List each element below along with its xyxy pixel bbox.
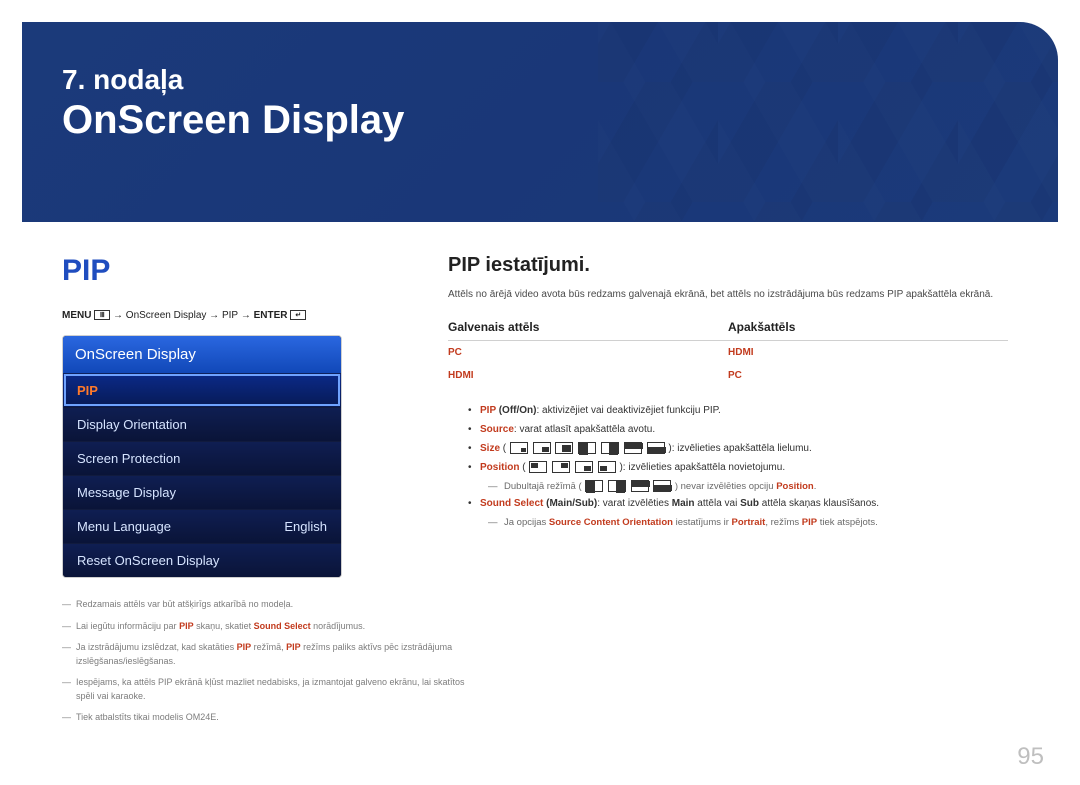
size-icon bbox=[585, 480, 603, 492]
position-icon bbox=[552, 461, 570, 473]
table-cell: HDMI bbox=[728, 347, 1008, 358]
size-icon bbox=[653, 480, 671, 492]
table-row: PC HDMI bbox=[448, 341, 1008, 364]
pip-settings-title: PIP iestatījumi. bbox=[448, 254, 1040, 277]
source-table: Galvenais attēls Apakšattēls PC HDMI HDM… bbox=[448, 320, 1008, 387]
footnote: Iespējams, ka attēls PIP ekrānā kļūst ma… bbox=[62, 676, 482, 703]
sub-note: Dubultajā režīmā ( ) nevar izvēlēties op… bbox=[480, 479, 1040, 494]
osd-item-label: Menu Language bbox=[77, 519, 171, 534]
chapter-hero: 7. nodaļa OnScreen Display bbox=[22, 22, 1058, 222]
footnote: Redzamais attēls var būt atšķirīgs atkar… bbox=[62, 598, 482, 612]
table-cell: HDMI bbox=[448, 370, 728, 381]
osd-item-message-display[interactable]: Message Display bbox=[63, 475, 341, 509]
osd-item-label: Message Display bbox=[77, 485, 176, 500]
size-icon bbox=[624, 442, 642, 454]
setting-item: Sound Select (Main/Sub): varat izvēlētie… bbox=[468, 494, 1040, 530]
menu-path-seg: OnScreen Display bbox=[126, 310, 207, 321]
menu-icon: Ⅲ bbox=[94, 310, 110, 320]
arrow: → bbox=[209, 310, 222, 321]
footnote: Lai iegūtu informāciju par PIP skaņu, sk… bbox=[62, 620, 482, 634]
osd-item-value: English bbox=[284, 519, 327, 534]
size-icon bbox=[631, 480, 649, 492]
setting-item: Size ( ): izvēlieties apakšattēla lielum… bbox=[468, 439, 1040, 458]
size-icon bbox=[555, 442, 573, 454]
table-cell: PC bbox=[728, 370, 1008, 381]
osd-item-label: Display Orientation bbox=[77, 417, 187, 432]
footnotes: Redzamais attēls var būt atšķirīgs atkar… bbox=[62, 598, 482, 725]
size-icon bbox=[601, 442, 619, 454]
size-icon bbox=[510, 442, 528, 454]
osd-item-label: PIP bbox=[77, 383, 98, 398]
size-icon bbox=[533, 442, 551, 454]
osd-item-screen-protection[interactable]: Screen Protection bbox=[63, 441, 341, 475]
table-row: HDMI PC bbox=[448, 364, 1008, 387]
osd-item-label: Reset OnScreen Display bbox=[77, 553, 219, 568]
chapter-number: 7. nodaļa bbox=[62, 64, 1058, 96]
position-icon bbox=[575, 461, 593, 473]
footnote: Tiek atbalstīts tikai modelis OM24E. bbox=[62, 711, 482, 725]
arrow: → bbox=[241, 310, 254, 321]
position-icon bbox=[598, 461, 616, 473]
menu-path-seg: ENTER bbox=[254, 310, 288, 321]
settings-list: PIP (Off/On): aktivizējiet vai deaktiviz… bbox=[448, 401, 1040, 530]
menu-path-prefix: MENU bbox=[62, 310, 94, 321]
menu-path: MENU Ⅲ → OnScreen Display → PIP → ENTER … bbox=[62, 310, 422, 321]
setting-item: Position ( ): izvēlieties apakšattēla no… bbox=[468, 458, 1040, 494]
size-icon bbox=[647, 442, 665, 454]
enter-icon: ↵ bbox=[290, 310, 306, 320]
setting-item: Source: varat atlasīt apakšattēla avotu. bbox=[468, 420, 1040, 439]
osd-item-reset[interactable]: Reset OnScreen Display bbox=[63, 543, 341, 577]
osd-item-label: Screen Protection bbox=[77, 451, 180, 466]
table-cell: PC bbox=[448, 347, 728, 358]
osd-menu: OnScreen Display PIP Display Orientation… bbox=[62, 335, 342, 578]
page-number: 95 bbox=[1017, 743, 1044, 771]
footnote: Ja izstrādājumu izslēdzat, kad skatāties… bbox=[62, 641, 482, 668]
pip-settings-desc: Attēls no ārējā video avota būs redzams … bbox=[448, 287, 1040, 302]
size-icon bbox=[578, 442, 596, 454]
pip-heading: PIP bbox=[62, 254, 422, 288]
arrow: → bbox=[113, 310, 126, 321]
osd-menu-header: OnScreen Display bbox=[63, 336, 341, 373]
osd-item-menu-language[interactable]: Menu Language English bbox=[63, 509, 341, 543]
size-icon bbox=[608, 480, 626, 492]
table-header: Galvenais attēls bbox=[448, 320, 728, 334]
position-icon bbox=[529, 461, 547, 473]
table-header: Apakšattēls bbox=[728, 320, 1008, 334]
menu-path-seg: PIP bbox=[222, 310, 238, 321]
osd-item-display-orientation[interactable]: Display Orientation bbox=[63, 407, 341, 441]
chapter-title: OnScreen Display bbox=[62, 98, 1058, 143]
osd-item-pip[interactable]: PIP bbox=[63, 373, 341, 407]
setting-item: PIP (Off/On): aktivizējiet vai deaktiviz… bbox=[468, 401, 1040, 420]
sub-note: Ja opcijas Source Content Orientation ie… bbox=[480, 515, 1040, 530]
